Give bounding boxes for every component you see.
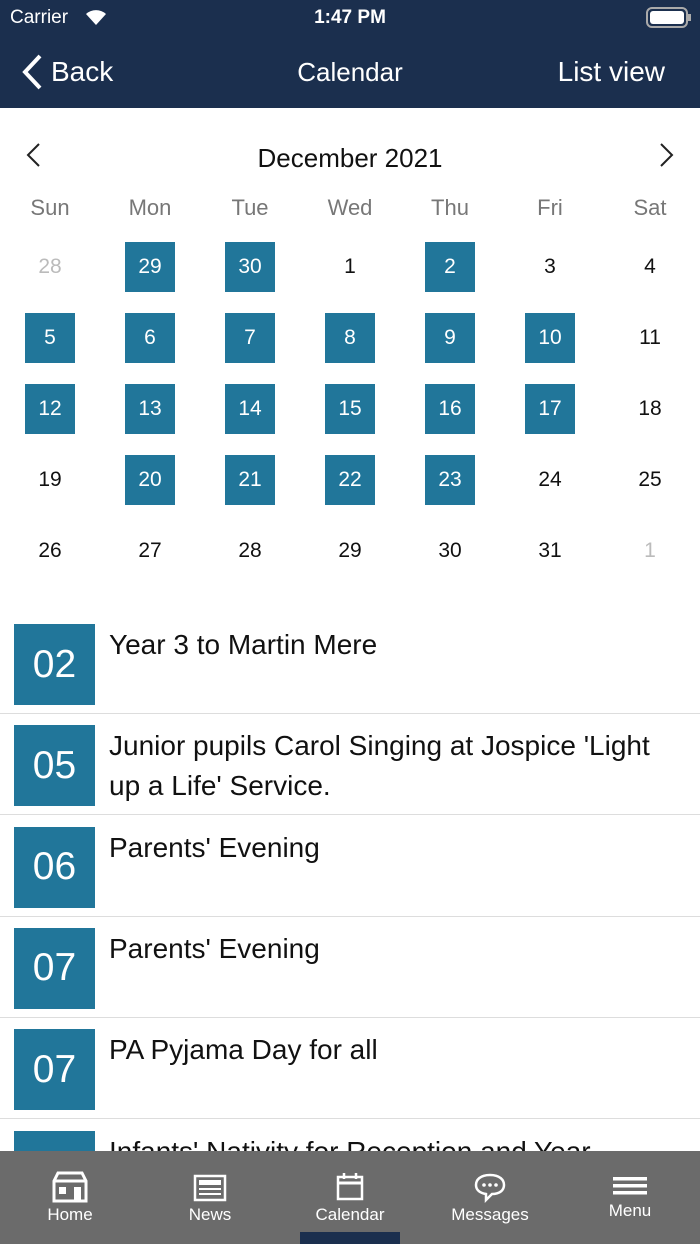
weekday: Mon <box>128 195 172 220</box>
event-title: Parents' Evening <box>109 932 320 964</box>
event-date: 06 <box>14 826 95 908</box>
event-date: 07 <box>14 927 95 1009</box>
day-cell[interactable]: 4 <box>644 255 656 278</box>
next-month[interactable] <box>656 142 676 168</box>
event-date: 07 <box>14 1029 95 1111</box>
day-cell[interactable]: 28 <box>238 539 262 562</box>
back-chevron[interactable] <box>20 53 44 91</box>
day-cell[interactable]: 18 <box>638 397 662 420</box>
day-cell[interactable]: 13 <box>125 384 175 434</box>
weekday: Sat <box>633 195 667 220</box>
home-icon <box>52 1171 88 1203</box>
day-cell[interactable]: 24 <box>538 468 562 491</box>
day-cell[interactable]: 31 <box>538 539 562 562</box>
tab-menu[interactable]: Menu <box>560 1151 700 1244</box>
tab-calendar[interactable]: Calendar <box>280 1151 420 1244</box>
tab-home[interactable]: Home <box>0 1151 140 1244</box>
event-title: Junior pupils Carol Singing at Jospice '… <box>109 730 650 802</box>
day-cell[interactable]: 28 <box>38 255 62 278</box>
day-cell[interactable]: 1 <box>644 539 656 562</box>
calendar-icon <box>336 1173 364 1201</box>
day-cell[interactable]: 7 <box>225 313 275 363</box>
event-title: Parents' Evening <box>109 831 320 863</box>
day-cell[interactable]: 3 <box>544 255 556 278</box>
day-cell[interactable]: 2 <box>425 242 475 292</box>
weekday: Thu <box>431 195 469 220</box>
month-title: December 2021 <box>257 143 443 173</box>
header: Carrier 1:47 PM Back Calendar List view <box>0 0 700 108</box>
event-title: Year 3 to Martin Mere <box>109 629 378 660</box>
event-date <box>14 1130 95 1151</box>
weekday: Sun <box>30 195 70 220</box>
day-cell[interactable]: 25 <box>638 468 662 491</box>
weekday: Wed <box>327 195 373 220</box>
wifi-icon <box>86 10 106 25</box>
time: 1:47 PM <box>314 7 386 28</box>
day-cell[interactable]: 17 <box>525 384 575 434</box>
carrier: Carrier <box>10 7 69 28</box>
nav-title: Calendar <box>297 57 403 87</box>
event-date: 05 <box>14 725 95 807</box>
event-row[interactable]: 02 Year 3 to Martin Mere <box>0 612 700 714</box>
tab-label: News <box>188 1205 232 1224</box>
day-cell[interactable]: 30 <box>225 242 275 292</box>
back-button[interactable]: Back <box>51 56 114 87</box>
menu-icon <box>613 1177 647 1195</box>
day-cell[interactable]: 23 <box>425 455 475 505</box>
day-cell[interactable]: 27 <box>138 539 162 562</box>
day-cell[interactable]: 29 <box>338 539 362 562</box>
tab-label: Calendar <box>315 1205 385 1224</box>
day-cell[interactable]: 10 <box>525 313 575 363</box>
event-date: 02 <box>14 624 95 705</box>
day-cell[interactable]: 22 <box>325 455 375 505</box>
day-cell[interactable]: 1 <box>344 255 356 278</box>
day-cell[interactable]: 8 <box>325 313 375 363</box>
active-indicator <box>300 1232 400 1244</box>
weekday: Fri <box>537 195 563 220</box>
tab-bar: Home News Calendar Messages Menu <box>0 1151 700 1244</box>
event-row[interactable]: 07 PA Pyjama Day for all <box>0 1017 700 1120</box>
tab-label: Menu <box>608 1201 652 1220</box>
prev-month[interactable] <box>24 142 44 168</box>
event-row[interactable]: 06 Parents' Evening <box>0 815 700 917</box>
tab-label: Messages <box>451 1205 529 1224</box>
day-cell[interactable]: 21 <box>225 455 275 505</box>
weekday: Tue <box>231 195 269 220</box>
event-row[interactable]: 05 Junior pupils Carol Singing at Jospice… <box>0 713 700 816</box>
messages-icon <box>474 1173 506 1203</box>
day-cell[interactable]: 15 <box>325 384 375 434</box>
tab-news[interactable]: News <box>140 1151 280 1244</box>
day-cell[interactable]: 30 <box>438 539 462 562</box>
event-title: Infants' Nativity for Reception and Year <box>109 1135 591 1152</box>
day-cell[interactable]: 26 <box>38 539 62 562</box>
day-cell[interactable]: 6 <box>125 313 175 363</box>
list-view-button[interactable]: List view <box>557 56 665 87</box>
day-cell[interactable]: 16 <box>425 384 475 434</box>
day-cell[interactable]: 19 <box>38 468 62 491</box>
day-cell[interactable]: 20 <box>125 455 175 505</box>
event-list: 02 Year 3 to Martin Mere 05 Junior pupils C… <box>0 612 700 1151</box>
day-cell[interactable]: 5 <box>25 313 75 363</box>
news-icon <box>193 1174 227 1202</box>
event-row[interactable]: 07 Parents' Evening <box>0 916 700 1018</box>
day-cell[interactable]: 29 <box>125 242 175 292</box>
event-title: PA Pyjama Day for all <box>109 1034 378 1066</box>
day-cell[interactable]: 9 <box>425 313 475 363</box>
battery-icon <box>646 7 691 28</box>
day-cell[interactable]: 14 <box>225 384 275 434</box>
event-row[interactable]: Infants' Nativity for Reception and Year <box>0 1119 700 1152</box>
day-cell[interactable]: 12 <box>25 384 75 434</box>
day-cell[interactable]: 11 <box>639 326 661 349</box>
tab-messages[interactable]: Messages <box>420 1151 560 1244</box>
tab-label: Home <box>47 1205 93 1224</box>
